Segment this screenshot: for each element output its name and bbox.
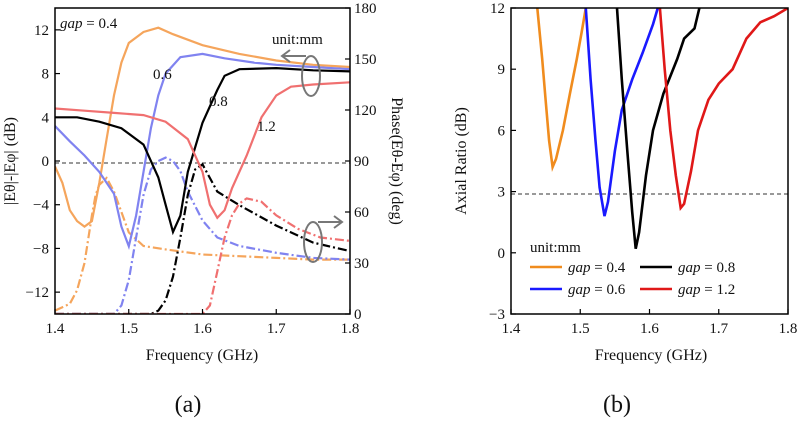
y2-tick-label-a: 0 bbox=[354, 307, 362, 323]
annotation-gap-1.2: 1.2 bbox=[257, 119, 276, 135]
x-tick-label-b: 1.6 bbox=[640, 321, 659, 337]
x-tick-label-b: 1.7 bbox=[709, 321, 728, 337]
y2-tick-label-a: 30 bbox=[354, 256, 369, 272]
x-tick-label-b: 1.4 bbox=[502, 321, 521, 337]
legend-label: gap = 1.2 bbox=[678, 282, 735, 298]
legend-label: gap = 0.4 bbox=[568, 260, 626, 276]
y-tick-label-a: 4 bbox=[42, 110, 50, 126]
y-tick-label-a: −8 bbox=[33, 241, 49, 257]
panel-label-b: (b) bbox=[603, 392, 631, 418]
ellipse-marker-magnitude bbox=[301, 55, 321, 97]
magnitude-curve-gap-0.6 bbox=[55, 52, 350, 250]
legend-b: unit:mm gap = 0.4 gap = 0.6 gap = 0.8 gap =… bbox=[530, 240, 735, 298]
annotation-gap-0.4: gap = 0.4 bbox=[60, 16, 118, 32]
x-tick-label-b: 1.8 bbox=[779, 321, 798, 337]
panel-b-ticks: 1.4 1.5 1.6 1.7 1.8 −3 0 3 6 9 12 bbox=[489, 1, 797, 337]
y2-axis-label-a: Phase(Eθ-Eφ) (deg) bbox=[388, 97, 405, 225]
y-tick-label-a: −4 bbox=[33, 198, 49, 214]
y2-tick-label-a: 90 bbox=[354, 154, 369, 170]
y2-tick-label-a: 60 bbox=[354, 205, 369, 221]
y-tick-label-b: −3 bbox=[489, 307, 505, 323]
annotation-gap-0.8: 0.8 bbox=[209, 94, 228, 110]
y-tick-label-b: 6 bbox=[498, 123, 506, 139]
panel-a-curves bbox=[55, 26, 350, 314]
y-tick-label-b: 9 bbox=[498, 62, 506, 78]
x-tick-label-b: 1.5 bbox=[571, 321, 590, 337]
y-tick-label-a: 8 bbox=[42, 67, 50, 83]
x-tick-label-a: 1.7 bbox=[267, 321, 286, 337]
panel-a: 1.4 1.5 1.6 1.7 1.8−12−8−4048120306090120150… bbox=[2, 1, 405, 418]
axial-ratio-curve-gap1.2 bbox=[658, 8, 788, 211]
y2-tick-label-a: 120 bbox=[354, 103, 377, 119]
y-tick-label-b: 3 bbox=[498, 185, 506, 201]
annotation-gap-0.6: 0.6 bbox=[153, 67, 172, 83]
x-tick-label-a: 1.8 bbox=[341, 321, 360, 337]
y-tick-label-b: 12 bbox=[490, 1, 505, 17]
y-tick-label-a: −12 bbox=[26, 285, 49, 301]
magnitude-curve-gap-0.4 bbox=[55, 26, 350, 228]
y-tick-label-a: 12 bbox=[34, 23, 49, 39]
annotation-unit: unit:mm bbox=[272, 32, 323, 48]
phase-curve-gap-0.4 bbox=[55, 176, 350, 312]
x-tick-label-a: 1.4 bbox=[46, 321, 65, 337]
y-tick-label-b: 0 bbox=[498, 246, 506, 262]
legend-title: unit:mm bbox=[530, 240, 581, 256]
axial-ratio-curve-gap0.8 bbox=[615, 8, 701, 249]
x-tick-label-a: 1.6 bbox=[193, 321, 212, 337]
axial-ratio-curve-gap0.4 bbox=[536, 8, 588, 173]
arrow-right-icon bbox=[318, 215, 344, 229]
phase-curve-gap-0.6 bbox=[55, 156, 350, 314]
y2-tick-label-a: 180 bbox=[354, 1, 377, 17]
ellipse-marker-phase bbox=[303, 221, 323, 263]
legend-label: gap = 0.6 bbox=[568, 282, 626, 298]
y2-tick-label-a: 150 bbox=[354, 52, 377, 68]
magnitude-curve-gap-1.2 bbox=[55, 81, 350, 220]
phase-curve-gap-0.8 bbox=[55, 162, 350, 314]
x-axis-label-b: Frequency (GHz) bbox=[595, 347, 707, 364]
x-tick-label-a: 1.5 bbox=[119, 321, 138, 337]
arrow-left-icon bbox=[280, 49, 306, 63]
axial-ratio-curve-gap0.6 bbox=[584, 8, 660, 217]
y-tick-label-a: 0 bbox=[42, 154, 50, 170]
panel-label-a: (a) bbox=[175, 392, 202, 418]
panel-a-ticks: 1.4 1.5 1.6 1.7 1.8−12−8−4048120306090120150… bbox=[26, 1, 377, 337]
magnitude-curve-gap-0.8 bbox=[55, 66, 350, 236]
phase-curve-gap-1.2 bbox=[55, 197, 350, 314]
y-axis-label-a: |Eθ|-|Eφ| (dB) bbox=[2, 117, 19, 205]
y-axis-label-b: Axial Ratio (dB) bbox=[453, 107, 470, 215]
x-axis-label-a: Frequency (GHz) bbox=[146, 347, 258, 364]
panel-b-curves bbox=[536, 8, 788, 249]
legend-label: gap = 0.8 bbox=[678, 260, 735, 276]
